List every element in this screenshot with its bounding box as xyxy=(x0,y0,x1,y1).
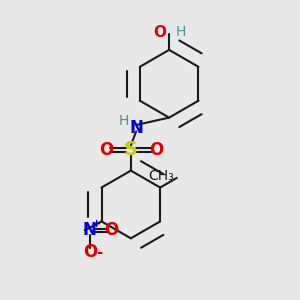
Text: O: O xyxy=(99,141,113,159)
Text: O: O xyxy=(82,243,97,261)
Text: S: S xyxy=(124,140,138,160)
Text: N: N xyxy=(83,221,97,239)
Text: -: - xyxy=(96,245,103,260)
Text: CH₃: CH₃ xyxy=(149,169,174,184)
Text: +: + xyxy=(92,219,101,229)
Text: O: O xyxy=(149,141,163,159)
Text: O: O xyxy=(153,25,166,40)
Text: H: H xyxy=(176,25,186,39)
Text: H: H xyxy=(118,114,129,128)
Text: O: O xyxy=(104,221,118,239)
Text: N: N xyxy=(129,119,143,137)
